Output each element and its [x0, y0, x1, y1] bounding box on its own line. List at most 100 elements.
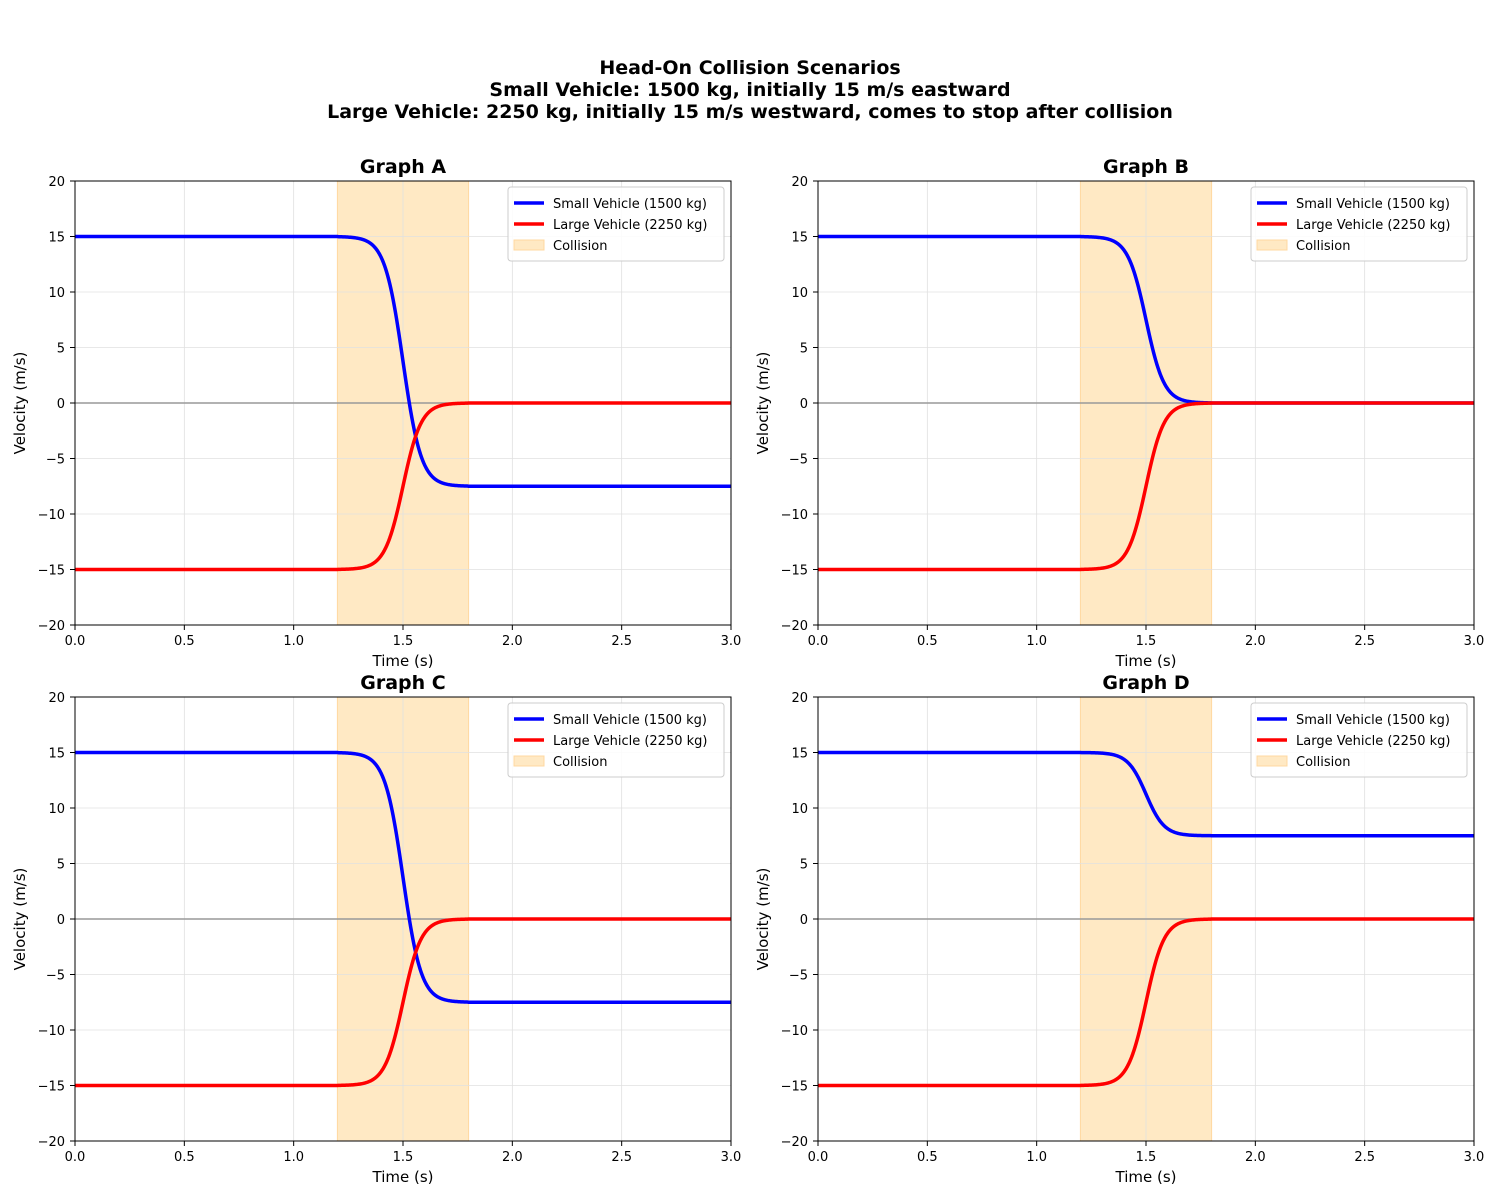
legend: Small Vehicle (1500 kg) Large Vehicle (22… — [507, 702, 725, 778]
legend-large-label: Large Vehicle (2250 kg) — [553, 734, 707, 749]
x-tick-label: 1.5 — [1136, 634, 1157, 649]
legend: Small Vehicle (1500 kg) Large Vehicle (22… — [1250, 702, 1468, 778]
x-tick-label: 3.0 — [1464, 1150, 1485, 1165]
y-tick-label: 20 — [48, 175, 65, 190]
y-tick-label: −5 — [46, 453, 65, 468]
x-axis-label: Time (s) — [1115, 652, 1177, 670]
y-tick-label: 20 — [48, 691, 65, 706]
x-tick-label: 0.0 — [808, 1150, 829, 1165]
legend-collision-swatch — [513, 239, 545, 251]
legend-box — [1250, 702, 1468, 778]
y-tick-label: 20 — [791, 691, 808, 706]
x-tick-label: 0.5 — [917, 634, 938, 649]
y-tick-label: −15 — [38, 1080, 65, 1095]
legend-collision-label: Collision — [553, 755, 607, 770]
y-axis-label: Velocity (m/s) — [754, 352, 772, 455]
y-tick-label: 10 — [791, 286, 808, 301]
y-tick-label: −20 — [781, 619, 808, 634]
y-tick-label: 10 — [48, 286, 65, 301]
y-tick-label: −10 — [38, 508, 65, 523]
x-axis-label: Time (s) — [372, 652, 434, 670]
chart-panel-4: 0.0 0.5 1.0 1.5 2.0 2.5 3.0 −20 −15 −10 −5 0 5 10 15 20… — [754, 672, 1484, 1186]
legend-collision-swatch — [1256, 239, 1288, 251]
y-tick-label: 10 — [48, 802, 65, 817]
y-tick-label: 15 — [791, 231, 808, 246]
figure-title-line-3: Large Vehicle: 2250 kg, initially 15 m/s… — [327, 101, 1173, 123]
x-tick-label: 1.0 — [283, 634, 304, 649]
series-line-large — [74, 401, 732, 572]
x-tick-label: 1.0 — [283, 1150, 304, 1165]
x-tick-label: 2.5 — [611, 634, 632, 649]
chart-panel-2: 0.0 0.5 1.0 1.5 2.0 2.5 3.0 −20 −15 −10 −5 0 5 10 15 20… — [754, 156, 1484, 670]
legend-small-label: Small Vehicle (1500 kg) — [1296, 197, 1450, 212]
y-tick-label: 15 — [48, 747, 65, 762]
legend-box — [1250, 186, 1468, 262]
legend-small-label: Small Vehicle (1500 kg) — [553, 197, 707, 212]
legend-collision-label: Collision — [553, 239, 607, 254]
legend-box — [507, 186, 725, 262]
x-tick-label: 0.0 — [65, 1150, 86, 1165]
y-axis-label: Velocity (m/s) — [754, 868, 772, 971]
y-tick-label: 0 — [800, 913, 808, 928]
x-tick-label: 1.5 — [1136, 1150, 1157, 1165]
y-tick-label: −10 — [781, 508, 808, 523]
x-tick-label: 2.0 — [1245, 634, 1266, 649]
y-tick-label: −5 — [789, 969, 808, 984]
series-line-small — [817, 750, 1475, 838]
legend-collision-swatch — [1256, 755, 1288, 767]
legend-collision-swatch — [513, 755, 545, 767]
series-line-large — [74, 917, 732, 1088]
x-tick-label: 2.0 — [502, 634, 523, 649]
y-tick-label: −10 — [781, 1024, 808, 1039]
y-tick-label: 5 — [800, 858, 808, 873]
legend-collision-label: Collision — [1296, 239, 1350, 254]
legend-large-label: Large Vehicle (2250 kg) — [1296, 734, 1450, 749]
x-tick-label: 2.5 — [1354, 634, 1375, 649]
figure-title-line-2: Small Vehicle: 1500 kg, initially 15 m/s… — [489, 79, 1011, 101]
x-tick-label: 0.0 — [808, 634, 829, 649]
y-tick-label: 10 — [791, 802, 808, 817]
chart-panel-3: 0.0 0.5 1.0 1.5 2.0 2.5 3.0 −20 −15 −10 −5 0 5 10 15 20… — [11, 672, 741, 1186]
y-tick-label: 15 — [791, 747, 808, 762]
y-tick-label: 0 — [800, 397, 808, 412]
series-line-small — [74, 750, 732, 1004]
series-line-large — [817, 401, 1475, 572]
x-tick-label: 0.0 — [65, 634, 86, 649]
x-tick-label: 3.0 — [721, 634, 742, 649]
x-axis-label: Time (s) — [372, 1168, 434, 1186]
y-tick-label: 5 — [800, 342, 808, 357]
y-tick-label: 15 — [48, 231, 65, 246]
y-tick-label: −20 — [38, 1135, 65, 1150]
x-tick-label: 2.5 — [611, 1150, 632, 1165]
x-tick-label: 1.0 — [1026, 1150, 1047, 1165]
chart-title: Graph A — [360, 156, 447, 178]
y-tick-label: 5 — [57, 342, 65, 357]
x-tick-label: 1.5 — [393, 634, 414, 649]
x-tick-label: 1.5 — [393, 1150, 414, 1165]
y-axis-label: Velocity (m/s) — [11, 352, 29, 455]
y-tick-label: 20 — [791, 175, 808, 190]
y-tick-label: −15 — [781, 1080, 808, 1095]
y-axis-label: Velocity (m/s) — [11, 868, 29, 971]
legend-box — [507, 702, 725, 778]
legend-small-label: Small Vehicle (1500 kg) — [553, 713, 707, 728]
series-line-large — [817, 917, 1475, 1088]
x-tick-label: 0.5 — [174, 634, 195, 649]
figure-title-line-1: Head-On Collision Scenarios — [599, 57, 901, 79]
y-tick-label: −10 — [38, 1024, 65, 1039]
chart-title: Graph C — [360, 672, 445, 694]
chart-panel-1: 0.0 0.5 1.0 1.5 2.0 2.5 3.0 −20 −15 −10 −5 0 5 10 15 20… — [11, 156, 741, 670]
x-tick-label: 2.5 — [1354, 1150, 1375, 1165]
x-tick-label: 2.0 — [502, 1150, 523, 1165]
chart-title: Graph D — [1102, 672, 1189, 694]
y-tick-label: −5 — [789, 453, 808, 468]
y-tick-label: 0 — [57, 913, 65, 928]
y-tick-label: −20 — [38, 619, 65, 634]
legend-collision-label: Collision — [1296, 755, 1350, 770]
x-tick-label: 3.0 — [1464, 634, 1485, 649]
legend: Small Vehicle (1500 kg) Large Vehicle (22… — [507, 186, 725, 262]
legend: Small Vehicle (1500 kg) Large Vehicle (22… — [1250, 186, 1468, 262]
y-tick-label: −15 — [38, 564, 65, 579]
